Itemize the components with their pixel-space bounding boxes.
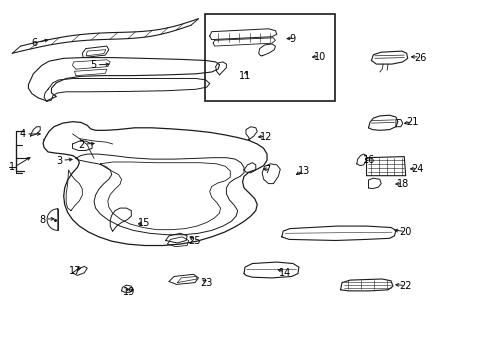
Text: 8: 8 [39,215,45,225]
Text: 7: 7 [265,165,271,175]
Text: 22: 22 [399,281,412,291]
Text: 26: 26 [414,53,426,63]
Text: 20: 20 [399,227,412,237]
Text: 25: 25 [189,236,201,246]
Bar [205,14,335,101]
Text: 18: 18 [397,179,409,189]
Text: 21: 21 [407,117,419,127]
Text: 10: 10 [314,52,326,62]
Text: 13: 13 [298,166,310,176]
Text: 9: 9 [289,34,295,44]
Text: 15: 15 [138,218,150,228]
Text: 12: 12 [260,132,272,142]
Text: 17: 17 [69,266,81,276]
Text: 2: 2 [78,140,85,150]
Text: 23: 23 [200,278,212,288]
Text: 19: 19 [122,287,135,297]
Text: 14: 14 [279,268,292,278]
Text: 3: 3 [56,156,63,166]
Text: 1: 1 [9,162,15,172]
Text: 24: 24 [412,164,424,174]
Text: 6: 6 [32,38,38,48]
Text: 5: 5 [91,60,97,70]
Text: 11: 11 [239,71,251,81]
Text: 4: 4 [20,129,25,139]
Text: 16: 16 [363,155,375,165]
